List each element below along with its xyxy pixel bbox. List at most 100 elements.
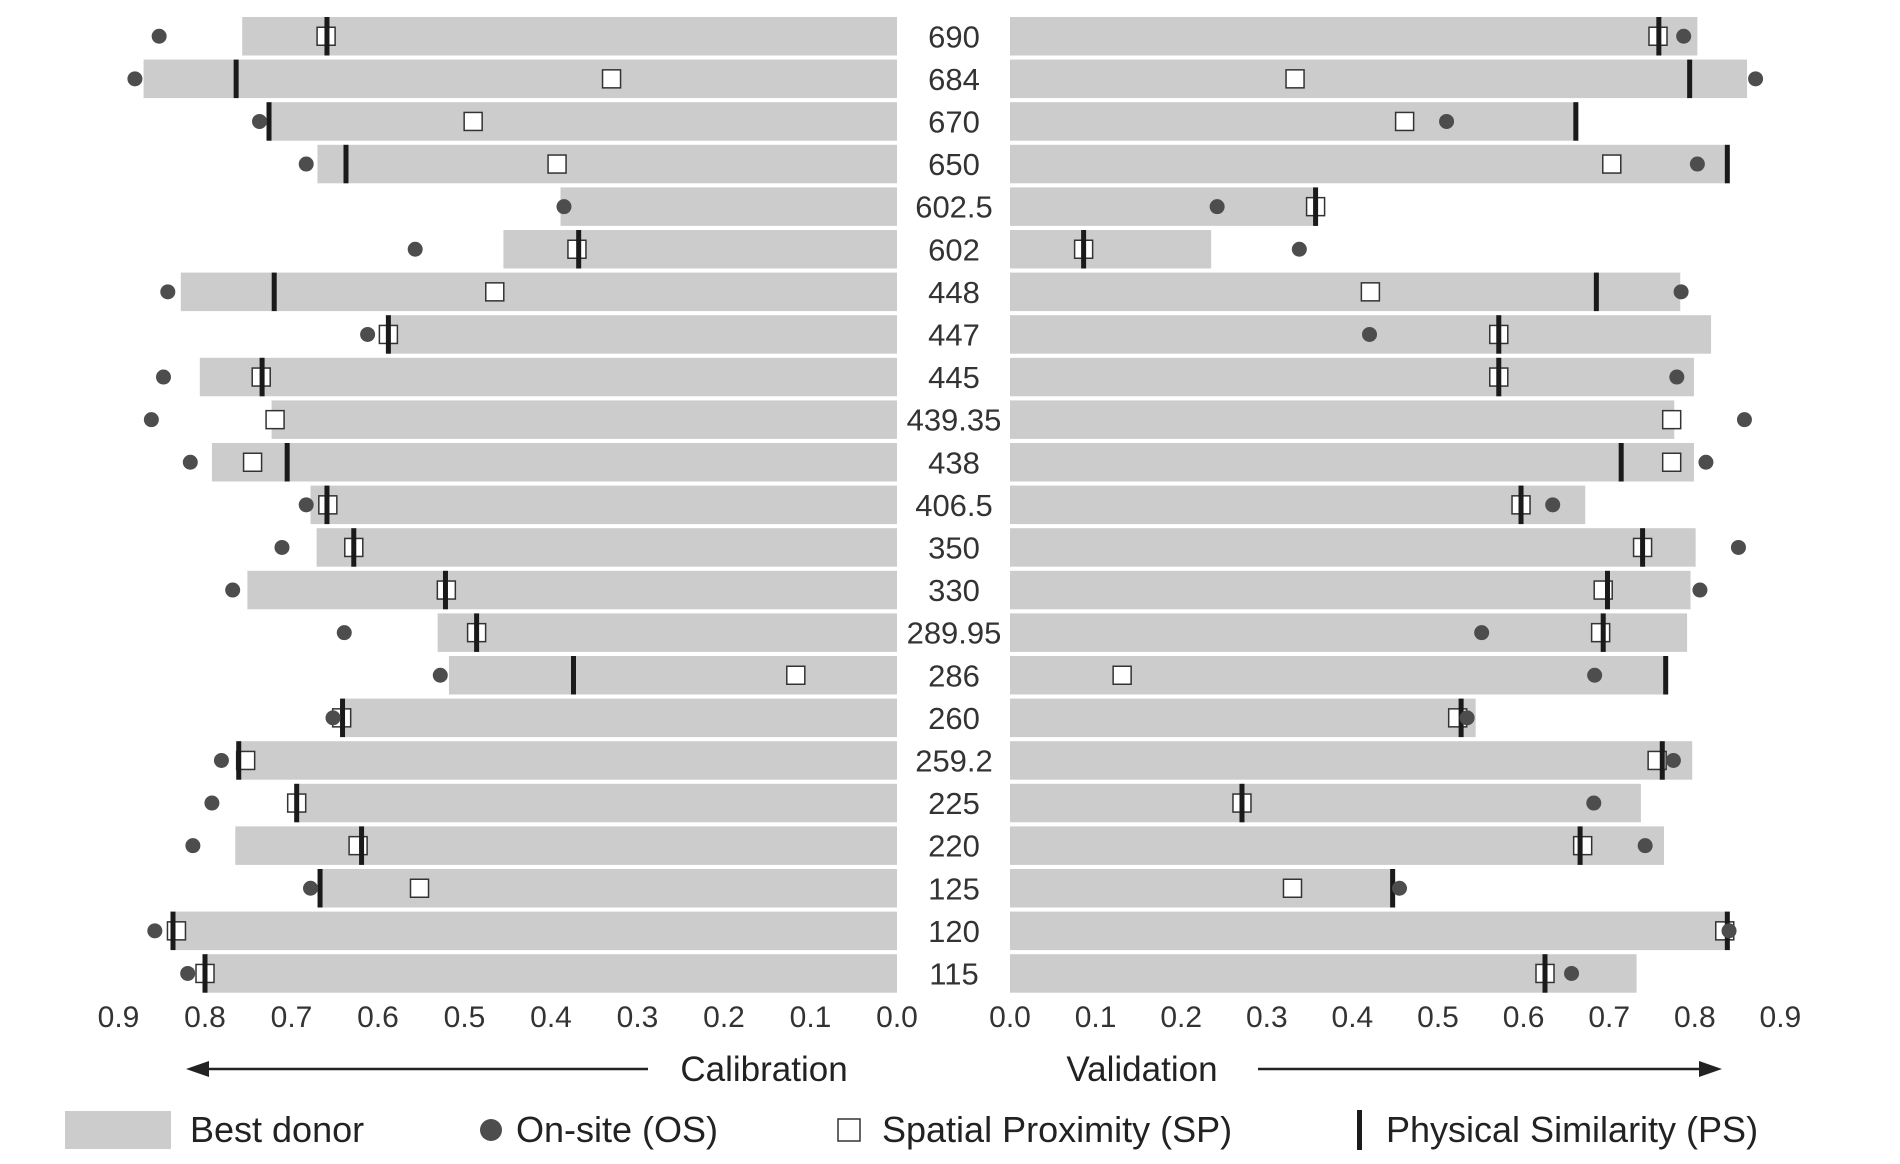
calibration-tick-label: 0.1 — [790, 1001, 832, 1034]
calibration-ps-marker-690 — [324, 17, 330, 56]
calibration-bar-220 — [235, 826, 897, 865]
calibration-os-marker-602 — [407, 241, 423, 257]
validation-bar-330 — [1010, 570, 1691, 610]
validation-os-marker-350 — [1730, 539, 1746, 555]
calibration-axis-title-group: Calibration — [186, 1050, 848, 1089]
validation-tick-label: 0.3 — [1246, 1001, 1288, 1034]
validation-os-marker-684 — [1748, 71, 1764, 87]
calibration-tick-label: 0.9 — [98, 1001, 140, 1034]
calibration-os-marker-438 — [182, 454, 198, 470]
category-label: 690 — [928, 19, 980, 54]
calibration-bar-286 — [448, 656, 897, 695]
validation-bar-447 — [1010, 315, 1712, 354]
calibration-tick-label: 0.0 — [876, 1001, 918, 1034]
calibration-sp-marker-448 — [485, 282, 505, 302]
validation-os-marker-289.95 — [1474, 625, 1490, 641]
validation-sp-marker-439.35 — [1661, 409, 1682, 430]
calibration-bar-447 — [388, 315, 897, 354]
validation-ps-marker-602.5 — [1313, 187, 1319, 226]
validation-ps-marker-447 — [1496, 315, 1502, 354]
calibration-os-marker-289.95 — [336, 625, 352, 641]
category-label: 225 — [928, 786, 980, 821]
validation-os-marker-120 — [1721, 923, 1737, 939]
validation-tick-label: 0.6 — [1503, 1001, 1545, 1034]
category-label: 602 — [928, 232, 980, 267]
validation-os-marker-447 — [1362, 326, 1378, 342]
category-label: 125 — [928, 871, 980, 906]
validation-tick-label: 0.4 — [1332, 1001, 1374, 1034]
calibration-sp-marker-125 — [409, 878, 430, 898]
calibration-os-marker-445 — [155, 369, 171, 385]
validation-ps-marker-330 — [1604, 570, 1610, 610]
calibration-ps-marker-259.2 — [236, 741, 242, 780]
legend-label-physical-similarity: Physical Similarity (PS) — [1386, 1109, 1758, 1150]
legend-swatch-spatial-proximity — [837, 1118, 861, 1142]
category-label: 670 — [928, 104, 980, 139]
calibration-bar-260 — [341, 698, 897, 738]
validation-os-marker-602.5 — [1209, 199, 1225, 215]
calibration-os-marker-650 — [298, 156, 314, 172]
calibration-os-marker-684 — [127, 71, 143, 87]
calibration-ps-marker-220 — [359, 826, 365, 865]
validation-bar-690 — [1010, 17, 1698, 56]
validation-os-marker-448 — [1673, 284, 1689, 300]
validation-sp-marker-438 — [1661, 452, 1682, 472]
calibration-bar-650 — [317, 144, 897, 184]
calibration-os-marker-670 — [251, 113, 267, 129]
calibration-os-marker-115 — [180, 965, 196, 981]
category-labels: 690 684 670 650 602.5 602 448 447 445 439.35 438 40… — [907, 19, 1002, 991]
validation-os-marker-330 — [1692, 582, 1708, 598]
validation-ps-marker-350 — [1640, 528, 1646, 567]
calibration-ps-marker-406.5 — [324, 485, 330, 525]
validation-ps-marker-289.95 — [1600, 613, 1606, 652]
validation-ps-marker-445 — [1496, 357, 1502, 397]
calibration-ps-marker-120 — [170, 911, 176, 951]
validation-bar-120 — [1010, 911, 1727, 951]
calibration-bar-438 — [211, 443, 898, 482]
calibration-tick-label: 0.2 — [703, 1001, 745, 1034]
category-label: 602.5 — [915, 190, 993, 225]
category-label: 350 — [928, 530, 980, 565]
calibration-bar-439.35 — [271, 400, 898, 439]
calibration-ps-marker-225 — [294, 783, 300, 823]
validation-bar-259.2 — [1010, 741, 1693, 780]
calibration-ps-marker-447 — [385, 315, 391, 354]
validation-ps-marker-225 — [1239, 783, 1245, 823]
calibration-bar-445 — [199, 357, 897, 397]
category-label: 445 — [928, 360, 980, 395]
validation-os-marker-286 — [1587, 667, 1603, 683]
category-label: 260 — [928, 701, 980, 736]
validation-tick-label: 0.9 — [1760, 1001, 1802, 1034]
validation-sp-marker-650 — [1602, 154, 1622, 174]
calibration-bar-125 — [320, 869, 897, 908]
validation-bar-289.95 — [1010, 613, 1688, 652]
calibration-bar-406.5 — [310, 485, 897, 525]
legend-label-on-site: On-site (OS) — [516, 1109, 718, 1150]
validation-ps-marker-259.2 — [1659, 741, 1665, 780]
category-label: 684 — [928, 62, 980, 97]
calibration-bar-448 — [180, 272, 897, 312]
calibration-sp-marker-684 — [601, 69, 622, 89]
validation-tick-label: 0.1 — [1075, 1001, 1117, 1034]
calibration-bar-289.95 — [437, 613, 897, 652]
validation-ps-marker-438 — [1618, 443, 1624, 482]
calibration-ps-marker-289.95 — [474, 613, 480, 652]
calibration-tick-label: 0.4 — [530, 1001, 572, 1034]
validation-bar-125 — [1010, 869, 1396, 908]
calibration-os-marker-448 — [160, 284, 176, 300]
validation-ps-marker-690 — [1656, 17, 1662, 56]
calibration-ps-marker-445 — [259, 357, 265, 397]
validation-sp-marker-286 — [1112, 665, 1132, 685]
calibration-bar-259.2 — [237, 741, 897, 780]
category-label: 115 — [929, 956, 978, 991]
calibration-bar-330 — [247, 570, 897, 610]
calibration-bar-684 — [143, 59, 897, 99]
calibration-os-marker-406.5 — [298, 497, 314, 513]
validation-os-marker-439.35 — [1736, 412, 1752, 428]
calibration-sp-marker-286 — [786, 665, 806, 685]
calibration-sp-marker-670 — [463, 111, 483, 132]
calibration-axis-title: Calibration — [680, 1050, 847, 1089]
calibration-tick-label: 0.7 — [271, 1001, 313, 1034]
category-label: 438 — [928, 445, 980, 480]
category-label: 120 — [928, 914, 980, 949]
